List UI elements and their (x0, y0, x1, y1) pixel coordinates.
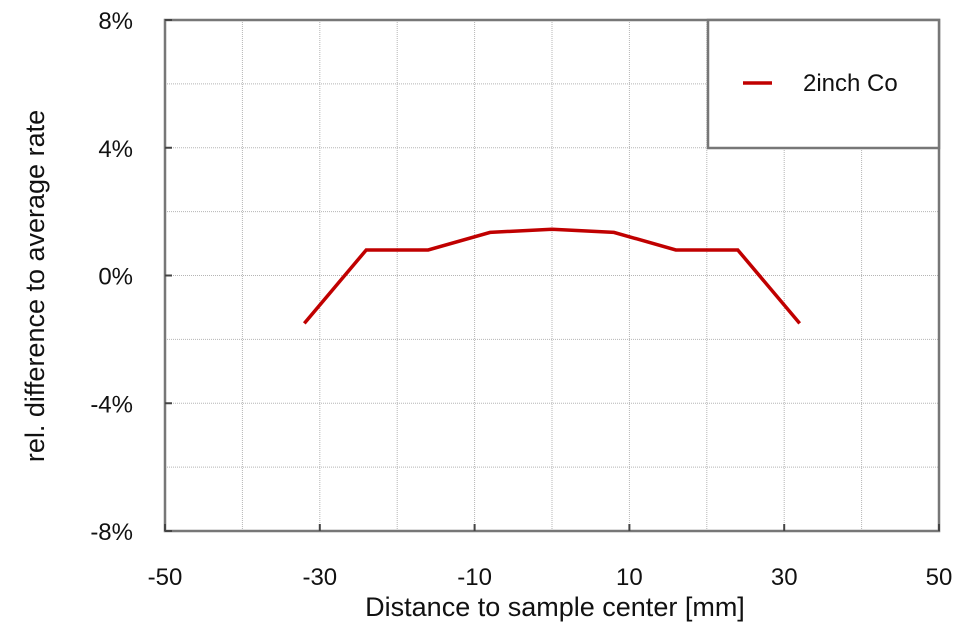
legend-label-2inch-co: 2inch Co (803, 70, 898, 97)
y-axis-ticks: 8% 4% 0% -4% -8% (90, 8, 172, 546)
legend: 2inch Co (706, 18, 941, 150)
x-axis-ticks: -50 -30 -10 10 30 50 (148, 524, 953, 591)
x-axis-title: Distance to sample center [mm] (365, 592, 745, 622)
y-tick-label: -8% (90, 519, 133, 546)
y-axis-title: rel. difference to average rate (20, 110, 50, 462)
y-tick-label: 8% (98, 8, 133, 35)
x-tick-label: -50 (148, 564, 183, 591)
grid-lines (165, 20, 939, 531)
x-tick-label: -30 (302, 564, 337, 591)
y-tick-label: 0% (98, 264, 133, 291)
x-tick-label: 30 (771, 564, 798, 591)
x-tick-label: -10 (457, 564, 492, 591)
x-tick-label: 10 (616, 564, 643, 591)
y-tick-label: -4% (90, 391, 133, 418)
x-tick-label: 50 (926, 564, 953, 591)
y-tick-label: 4% (98, 136, 133, 163)
series-line-2inch-co (302, 227, 802, 325)
series-layer (302, 227, 802, 325)
